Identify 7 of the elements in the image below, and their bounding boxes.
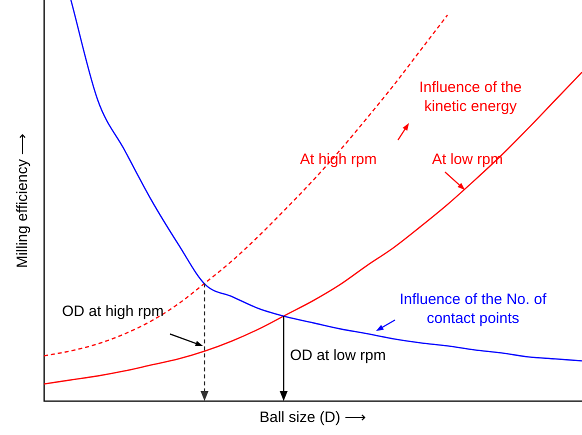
annotation: Influence of the kinetic energy [418, 78, 523, 116]
series-label: Influence of the No. of contact points [398, 290, 548, 328]
series-label: At high rpm [300, 150, 377, 169]
annotation: OD at high rpm [62, 302, 164, 321]
x-axis-title: Ball size (D) ⟶ [259, 409, 367, 426]
y-axis-title: Milling efficiency ⟶ [14, 132, 32, 268]
annotation: OD at low rpm [290, 346, 386, 365]
